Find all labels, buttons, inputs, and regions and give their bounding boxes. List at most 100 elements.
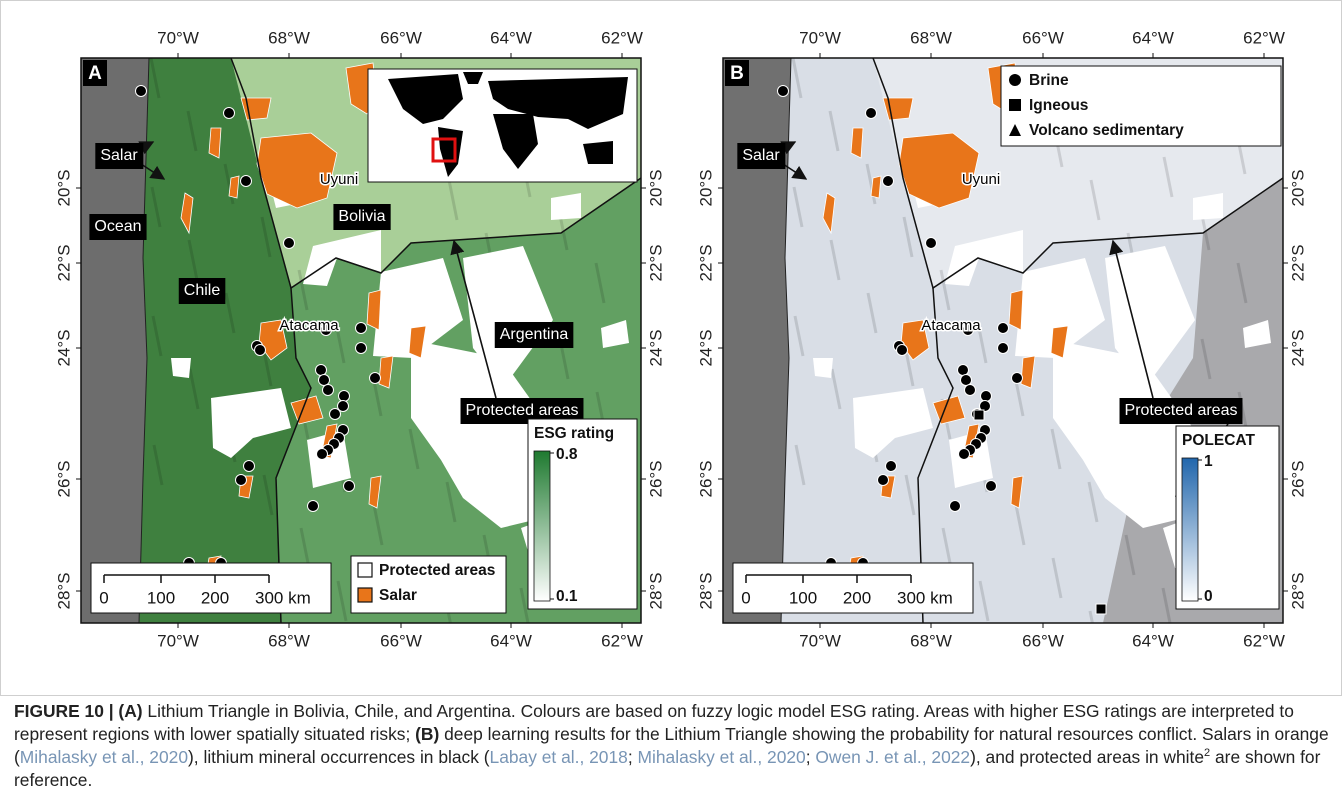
scale-label: 0 [99, 588, 108, 607]
colorbar-title: ESG rating [534, 425, 614, 442]
lat-tick-label: 24°S [1288, 329, 1307, 366]
figure-caption: FIGURE 10 | (A) Lithium Triangle in Boli… [14, 700, 1332, 792]
citation-link[interactable]: Mihalasky et al., 2020 [638, 747, 806, 767]
colorbar-title: POLECAT [1182, 432, 1255, 449]
occurrence [866, 108, 877, 119]
scale-label: 200 [843, 588, 871, 607]
citation-link[interactable]: Labay et al., 2018 [490, 747, 628, 767]
map-label: Bolivia [338, 208, 385, 225]
occurrence [284, 238, 295, 249]
lat-tick-label: 26°S [696, 460, 715, 497]
lon-tick-label: 62°W [601, 28, 643, 47]
lat-tick-label: 24°S [696, 329, 715, 366]
place-label: Uyuni [962, 171, 1000, 188]
lon-tick-label: 66°W [1022, 631, 1064, 650]
map-label: Protected areas [1125, 402, 1238, 419]
occurrence [958, 365, 969, 376]
occurrence [308, 501, 319, 512]
figure-label: FIGURE 10 | [14, 701, 114, 721]
lon-tick-label: 68°W [268, 28, 310, 47]
place-label: Atacama [279, 317, 339, 334]
map-label: Salar [742, 147, 780, 164]
lon-tick-label: 64°W [490, 28, 532, 47]
occurrence [241, 176, 252, 187]
lon-tick-label: 64°W [1132, 631, 1174, 650]
occurrence [1012, 373, 1023, 384]
salar [367, 290, 381, 330]
lon-tick-label: 70°W [157, 28, 199, 47]
salar [229, 176, 239, 198]
colorbar: ESG rating 0.8 0.1 [528, 419, 637, 609]
colorbar-max: 0.8 [556, 446, 578, 463]
legend-symbol [1009, 99, 1021, 111]
lon-tick-label: 64°W [490, 631, 532, 650]
page: 70°W 70°W 68°W 68°W 66°W 66°W 64°W 64°W 62°W 62°W… [0, 0, 1342, 777]
lon-tick-label: 68°W [268, 631, 310, 650]
occurrence [998, 323, 1009, 334]
occurrence [255, 345, 266, 356]
map-label: Salar [100, 147, 138, 164]
lat-tick-label: 24°S [54, 329, 73, 366]
occurrence-igneous [1096, 604, 1106, 614]
legend-label: Igneous [1029, 97, 1088, 114]
occurrence [950, 501, 961, 512]
legend: BrineIgneousVolcano sedimentary [1001, 66, 1281, 146]
lat-tick-label: 24°S [646, 329, 665, 366]
lat-tick-label: 22°S [1288, 244, 1307, 281]
salar [871, 176, 881, 198]
panel-ref: (B) [415, 724, 439, 744]
place-label: Uyuni [320, 171, 358, 188]
lat-tick-label: 26°S [1288, 460, 1307, 497]
world-inset [368, 69, 637, 182]
occurrence [339, 391, 350, 402]
lon-tick-label: 70°W [157, 631, 199, 650]
lat-tick-label: 20°S [646, 169, 665, 206]
lat-tick-label: 26°S [54, 460, 73, 497]
occurrence [965, 385, 976, 396]
occurrence [323, 385, 334, 396]
lat-tick-label: 28°S [696, 572, 715, 609]
map-label: Protected areas [466, 402, 579, 419]
scale-label: 0 [741, 588, 750, 607]
lat-tick-label: 28°S [1288, 572, 1307, 609]
occurrence [897, 345, 908, 356]
lat-tick-label: 20°S [696, 169, 715, 206]
protected-area [171, 358, 191, 378]
occurrence [316, 365, 327, 376]
occurrence [878, 475, 889, 486]
occurrence [317, 449, 328, 460]
scale-label: 100 [147, 588, 175, 607]
occurrence [236, 475, 247, 486]
salar [1009, 290, 1023, 330]
occurrence [136, 86, 147, 97]
salar [209, 128, 221, 158]
citation-link[interactable]: Owen J. et al., 2022 [815, 747, 970, 767]
legend-label: Salar [379, 587, 417, 604]
map-label: Argentina [500, 326, 569, 343]
lat-tick-label: 22°S [646, 244, 665, 281]
figure: 70°W 70°W 68°W 68°W 66°W 66°W 64°W 64°W 62°W 62°W… [0, 0, 1342, 696]
occurrence [370, 373, 381, 384]
figure-maps: 70°W 70°W 68°W 68°W 66°W 66°W 64°W 64°W 62°W 62°W… [1, 1, 1341, 695]
salar [851, 128, 863, 158]
lon-tick-label: 62°W [1243, 28, 1285, 47]
caption-text: ; [628, 747, 633, 767]
legend-label: Volcano sedimentary [1029, 122, 1184, 139]
caption-text: ), lithium mineral occurrences in black … [188, 747, 490, 767]
occurrence [883, 176, 894, 187]
occurrence [356, 323, 367, 334]
citation-link[interactable]: Mihalasky et al., 2020 [20, 747, 188, 767]
lat-tick-label: 20°S [54, 169, 73, 206]
lon-tick-label: 70°W [799, 631, 841, 650]
colorbar-min: 0.1 [556, 588, 578, 605]
map-label: Chile [184, 282, 221, 299]
legend-symbol [1009, 74, 1021, 86]
lon-tick-label: 68°W [910, 28, 952, 47]
occurrence [986, 481, 997, 492]
lon-tick-label: 64°W [1132, 28, 1174, 47]
lat-tick-label: 20°S [1288, 169, 1307, 206]
panel-ref: (A) [118, 701, 142, 721]
occurrence [224, 108, 235, 119]
lon-tick-label: 66°W [380, 631, 422, 650]
